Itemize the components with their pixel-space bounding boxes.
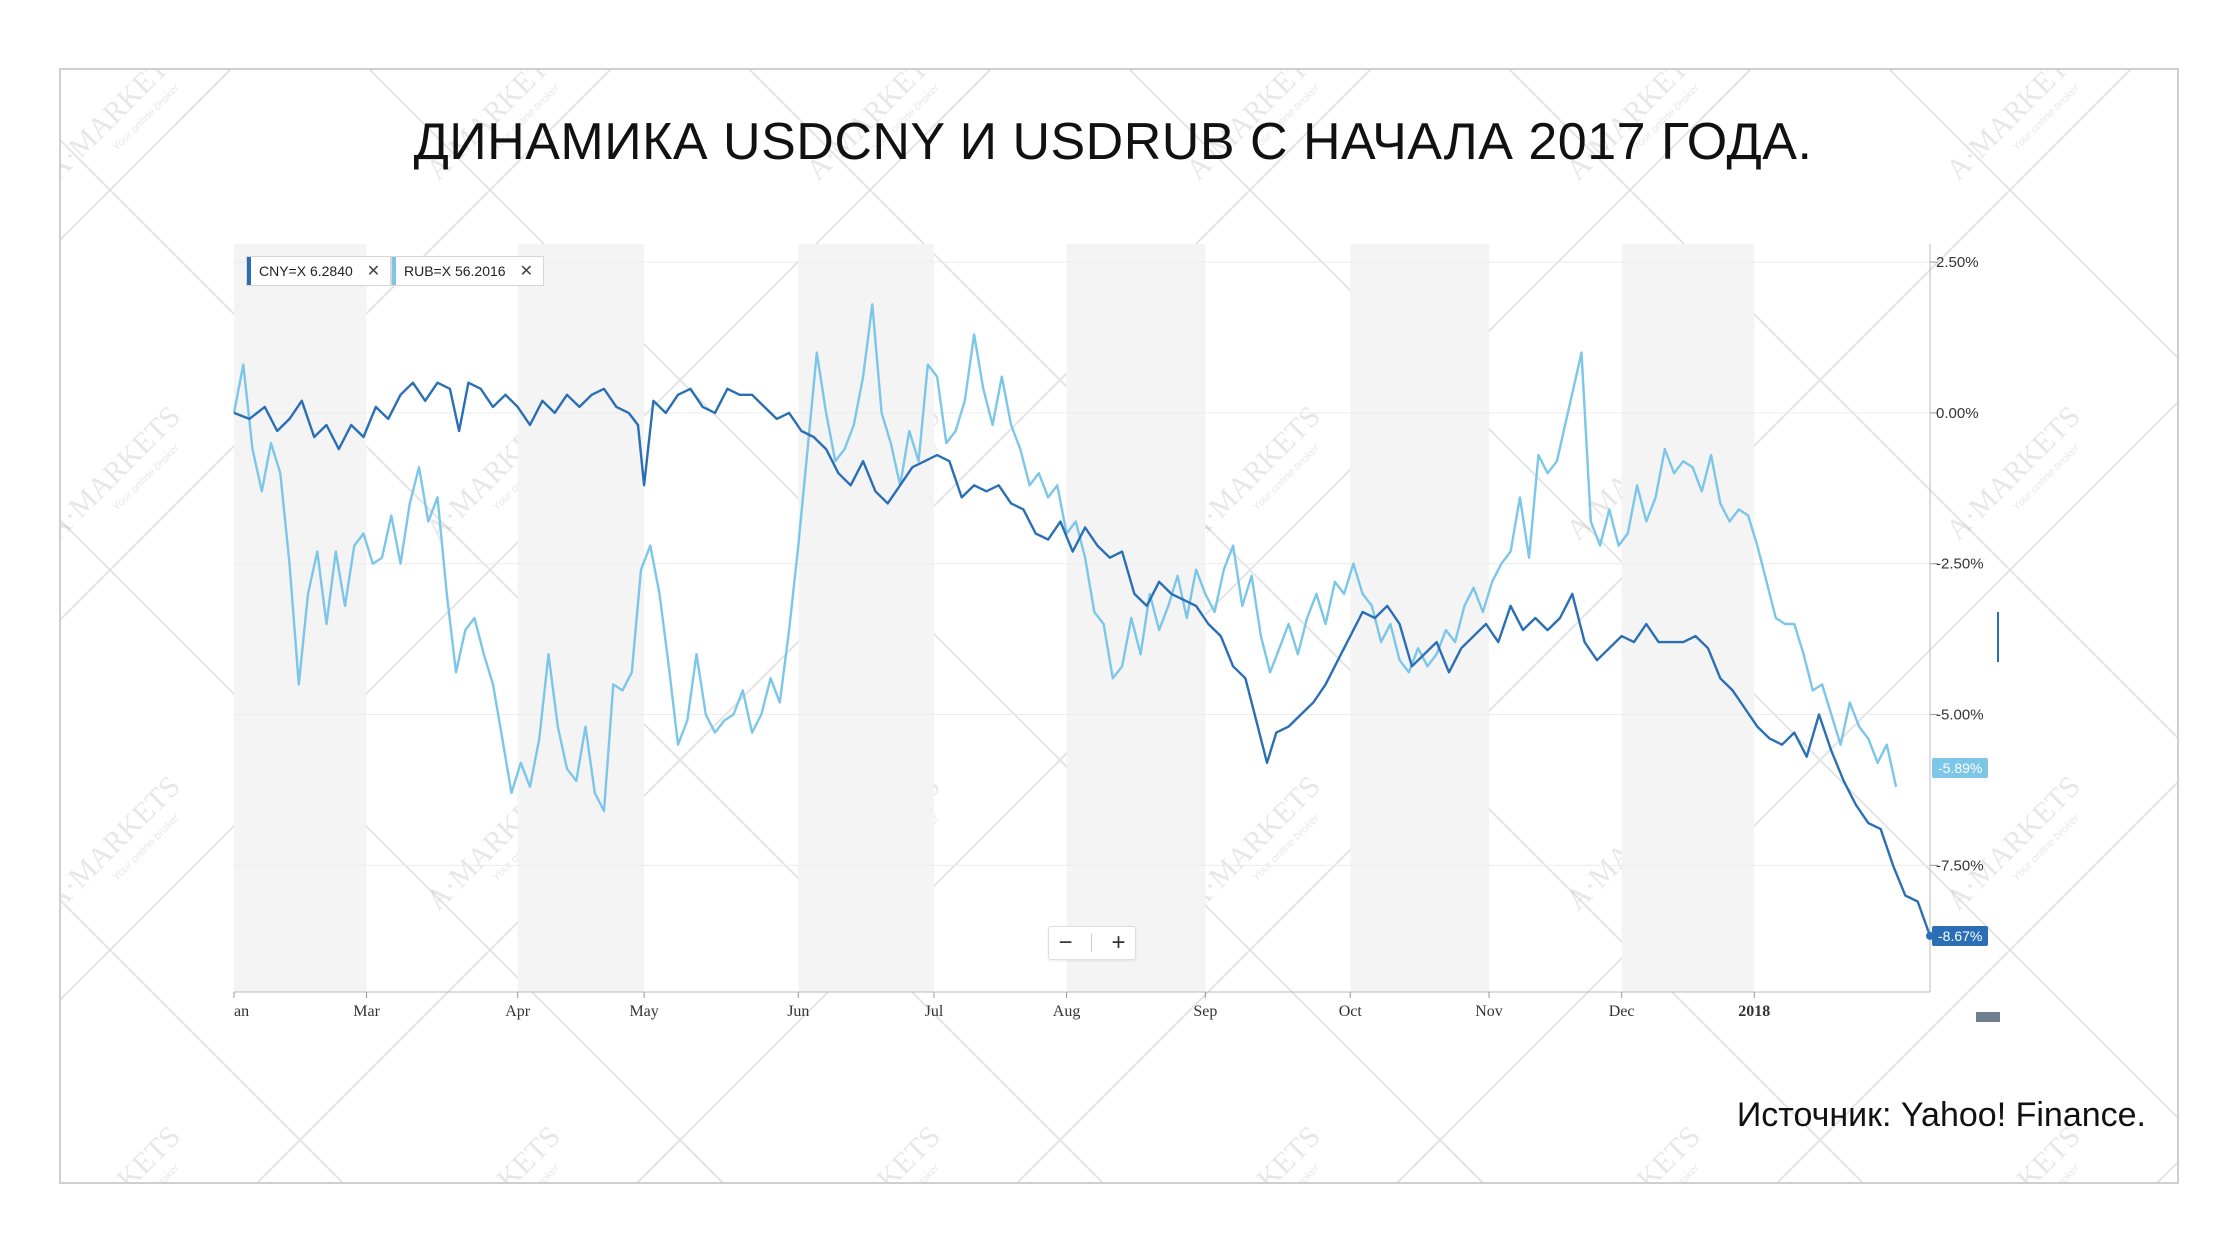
page-title: ДИНАМИКА USDCNY И USDRUB С НАЧАЛА 2017 Г… — [413, 113, 1813, 171]
x-tick-label: Jun — [787, 1003, 809, 1020]
watermark-line — [1396, 401, 2177, 1182]
legend-label-rub: RUB=X 56.2016 — [404, 263, 506, 279]
x-tick-label: Dec — [1609, 1003, 1635, 1020]
x-tick-label: May — [629, 1003, 658, 1020]
x-tick-label: Sep — [1193, 1003, 1217, 1020]
zoom-out-button[interactable]: − — [1058, 929, 1073, 956]
legend-label-cny: CNY=X 6.2840 — [259, 263, 353, 279]
series-line — [232, 303, 1898, 813]
x-tick-label: an — [234, 1003, 249, 1020]
close-icon[interactable]: ✕ — [519, 263, 533, 280]
y-tick-label: 0.00% — [1936, 405, 1979, 422]
end-value-badge-rub: -5.89% — [1932, 758, 1989, 779]
watermark-line — [61, 519, 724, 1182]
y-tick-label: -7.50% — [1936, 857, 1984, 874]
watermark-line — [1016, 70, 2132, 1182]
legend-item-cny[interactable]: CNY=X 6.2840 ✕ — [246, 256, 392, 286]
x-tick-label: Mar — [353, 1003, 380, 1020]
zoom-divider — [1091, 934, 1093, 952]
zoom-in-button[interactable]: + — [1111, 929, 1126, 956]
watermark-line — [1776, 781, 2177, 1182]
y-tick-label: -5.00% — [1936, 707, 1984, 724]
watermark-line — [1508, 70, 2177, 739]
scroll-handle — [1976, 1012, 2000, 1022]
watermark-line — [1888, 70, 2177, 359]
x-tick-label: Jul — [925, 1003, 944, 1020]
watermark-line — [61, 70, 992, 1001]
month-band — [1621, 244, 1755, 992]
gridlines — [234, 261, 1938, 866]
end-value-badge-cny: -8.67% — [1932, 925, 1989, 946]
x-tick-label: Apr — [505, 1003, 531, 1020]
watermark-line — [748, 70, 1864, 1182]
legend-color-cny — [247, 257, 251, 285]
watermark-line — [61, 899, 344, 1182]
zoom-control: − + — [1048, 926, 1136, 960]
watermark-line — [61, 70, 612, 621]
x-tick-label: Aug — [1053, 1003, 1081, 1020]
close-icon[interactable]: ✕ — [366, 263, 381, 280]
month-band — [798, 244, 934, 992]
source-caption: Источник: Yahoo! Finance. — [1736, 1096, 2146, 1134]
x-tick-label: Oct — [1339, 1003, 1363, 1020]
series-line — [233, 381, 1932, 937]
month-band — [234, 244, 367, 992]
x-tick-label: Nov — [1475, 1003, 1503, 1020]
month-shading — [234, 244, 1755, 992]
month-band — [1350, 244, 1490, 992]
legend-item-rub[interactable]: RUB=X 56.2016 ✕ — [391, 256, 544, 286]
month-band — [1066, 244, 1206, 992]
watermark-line — [61, 70, 232, 241]
x-tick-label: 2018 — [1738, 1003, 1770, 1020]
y-tick-label: -2.50% — [1936, 556, 1984, 573]
month-band — [517, 244, 645, 992]
legend-color-rub — [392, 257, 396, 285]
y-tick-label: 2.50% — [1936, 254, 1979, 271]
